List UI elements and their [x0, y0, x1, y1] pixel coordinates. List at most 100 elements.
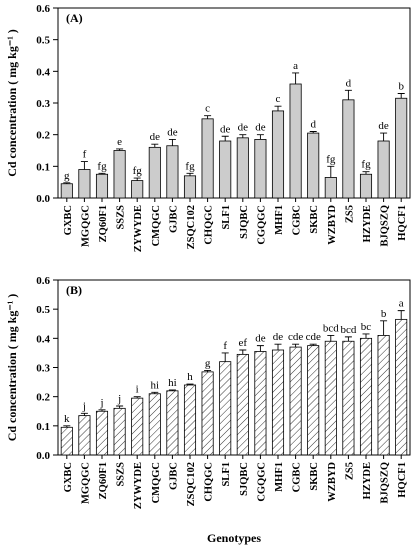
x-tick-label: MHF1 [274, 462, 285, 492]
error-bar [186, 172, 194, 176]
x-tick-label: CGBC [292, 205, 303, 235]
bar [219, 140, 232, 199]
significance-letter: de [378, 120, 389, 132]
error-bar [168, 389, 176, 391]
y-tick-label: 0.2 [36, 392, 50, 404]
x-tick-label: GXBC [63, 205, 74, 235]
bar [271, 349, 285, 456]
bar [289, 346, 302, 456]
bar [183, 175, 197, 199]
bar [307, 132, 320, 199]
y-tick-label: 0.2 [36, 130, 50, 142]
x-tick-label: ZQ60F1 [98, 205, 109, 242]
x-tick-label: ZQ60F1 [98, 462, 109, 499]
significance-letter: d [346, 77, 352, 89]
x-tick-label: SSZS [116, 205, 127, 230]
x-tick-label: MGQGC [80, 205, 91, 247]
significance-letter: cde [288, 331, 303, 343]
x-tick-label: ZYWYDE [133, 205, 144, 252]
error-bar [239, 134, 247, 138]
error-bar [80, 161, 88, 170]
bar [78, 415, 91, 456]
panel-label: (A) [66, 11, 83, 25]
significance-letter: a [293, 60, 298, 72]
bar [236, 137, 249, 199]
bar [271, 110, 285, 199]
error-bar [151, 143, 159, 148]
x-tick-label: SKBC [309, 462, 320, 491]
x-tick-label: GJBC [168, 462, 179, 490]
plot-frame [57, 7, 411, 199]
bar [359, 337, 373, 456]
significance-letter: f [83, 149, 87, 161]
x-tick-label: CGBC [292, 462, 303, 492]
bar [201, 371, 214, 456]
bar [342, 99, 355, 199]
x-tick-label: MGQGC [80, 462, 91, 504]
significance-letter: b [381, 308, 387, 320]
x-tick-label: SKBC [309, 205, 320, 234]
significance-letter: de [255, 333, 266, 345]
x-tick-label: HZYDE [362, 205, 373, 242]
x-tick-label: SJQBC [239, 462, 250, 496]
error-bar [168, 138, 176, 146]
x-tick-label: GXBC [63, 462, 74, 492]
bar [95, 173, 109, 199]
y-tick-label: 0.0 [36, 193, 50, 205]
significance-letter: de [167, 126, 178, 138]
error-bar [98, 409, 106, 412]
bar [113, 407, 126, 456]
y-tick-label: 0.0 [36, 450, 50, 462]
bar [131, 180, 144, 199]
significance-letter: hi [168, 377, 177, 389]
x-tick-label: HQCF1 [397, 205, 408, 241]
error-bar [256, 345, 264, 352]
error-bar [344, 89, 352, 100]
significance-letter: j [99, 397, 103, 409]
error-bar [63, 182, 71, 184]
significance-letter: de [220, 123, 231, 135]
x-axis-label: Genotypes [207, 531, 261, 545]
error-bar [380, 320, 388, 336]
y-tick-label: 0.5 [36, 35, 50, 47]
x-tick-label: WZBYD [327, 205, 338, 245]
plot-frame [57, 279, 411, 456]
bar [395, 318, 408, 456]
error-bar [221, 135, 229, 141]
significance-letter: d [310, 119, 316, 131]
bar [254, 139, 267, 199]
error-bar [327, 334, 335, 342]
x-tick-label: MHF1 [274, 205, 285, 235]
y-tick-label: 0.6 [36, 3, 50, 15]
error-bar [380, 132, 388, 141]
x-tick-label: ZSQC102 [186, 205, 197, 249]
bar [166, 145, 179, 199]
error-bar [204, 369, 212, 372]
bar [289, 83, 302, 199]
significance-letter: j [82, 400, 86, 412]
error-bar [204, 115, 212, 119]
significance-letter: bc [361, 321, 372, 333]
x-tick-label: BJQSZQ [380, 462, 391, 503]
bar [377, 140, 390, 199]
error-bar [239, 349, 247, 355]
x-tick-label: ZYWYDE [133, 462, 144, 509]
error-bar [186, 383, 194, 385]
bar [359, 173, 373, 199]
y-tick-label: 0.4 [36, 333, 50, 345]
significance-letter: fg [97, 160, 107, 172]
significance-letter: f [223, 340, 227, 352]
x-tick-label: ZS5 [344, 462, 355, 480]
error-bar [362, 171, 370, 175]
x-tick-label: BJQSZQ [380, 205, 391, 246]
bar [60, 426, 73, 456]
y-tick-label: 0.1 [36, 161, 50, 173]
bar [201, 118, 214, 199]
x-tick-label: CHQGC [204, 462, 215, 502]
bar [236, 353, 249, 456]
error-bar [80, 412, 88, 416]
bar [254, 351, 267, 456]
x-tick-label: SJQBC [239, 205, 250, 239]
bar [78, 169, 91, 199]
